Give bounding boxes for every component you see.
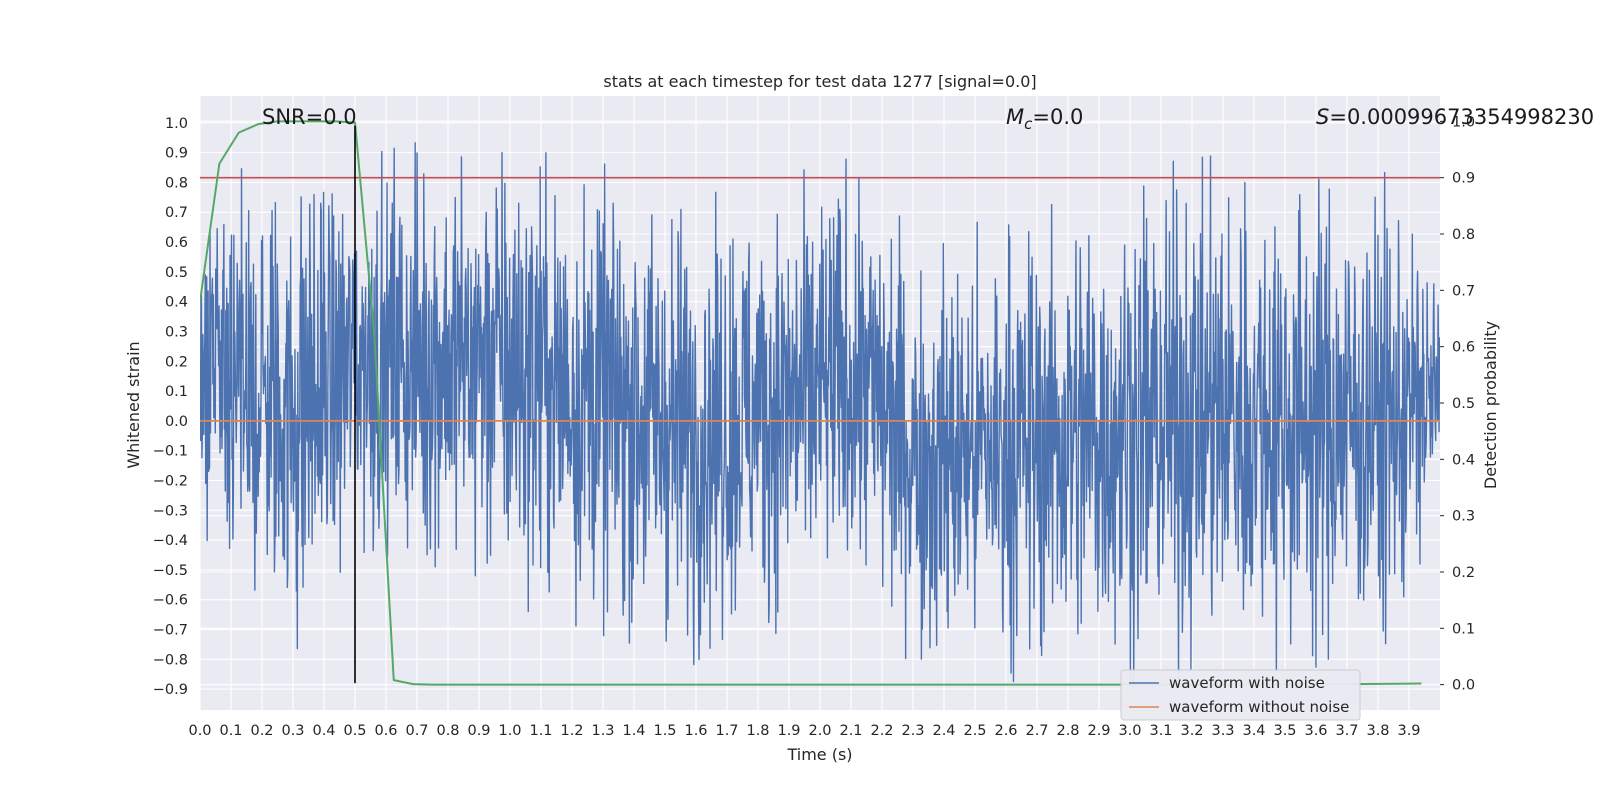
x-tick-2-7: 2.7: [1025, 723, 1048, 739]
y-tick-0-2: −0.2: [153, 473, 188, 489]
y-tick-1-0: 1.0: [165, 116, 188, 132]
x-tick-1-9: 1.9: [777, 723, 800, 739]
y-tick-0-3: 0.3: [165, 324, 188, 340]
x-tick-2-0: 2.0: [808, 723, 831, 739]
series-detection-probability: [200, 120, 1422, 686]
x-tick-3-2: 3.2: [1180, 723, 1203, 739]
chart-title: stats at each timestep for test data 127…: [603, 72, 1036, 91]
x-tick-2-2: 2.2: [870, 723, 893, 739]
x-tick-3-5: 3.5: [1273, 723, 1296, 739]
y-tick-0-8: −0.8: [153, 652, 188, 668]
x-tick-0-8: 0.8: [436, 723, 459, 739]
x-tick-2-3: 2.3: [901, 723, 924, 739]
x-tick-2-4: 2.4: [932, 723, 955, 739]
y-tick-0-4: −0.4: [153, 533, 188, 549]
y2-tick-0-9: 0.9: [1452, 171, 1475, 187]
y2-axis-label: Detection probability: [1481, 321, 1500, 489]
x-tick-0-1: 0.1: [219, 723, 242, 739]
y-tick-0-1: 0.1: [165, 384, 188, 400]
x-tick-1-6: 1.6: [684, 723, 707, 739]
y2-tick-0-7: 0.7: [1452, 283, 1475, 299]
annotation-chirp-mass: Mc=0.0: [1006, 105, 1083, 133]
x-tick-0-0: 0.0: [188, 723, 211, 739]
x-tick-1-3: 1.3: [591, 723, 614, 739]
x-tick-3-9: 3.9: [1397, 723, 1420, 739]
x-tick-0-7: 0.7: [405, 723, 428, 739]
x-tick-0-5: 0.5: [343, 723, 366, 739]
grid: [199, 96, 1440, 710]
waveform-with-noise-layer: [200, 142, 1440, 684]
y2-tick-0-5: 0.5: [1452, 396, 1475, 412]
legend-label-waveform-without-noise: waveform without noise: [1169, 698, 1349, 716]
y-tick-0-8: 0.8: [165, 175, 188, 191]
x-tick-2-9: 2.9: [1087, 723, 1110, 739]
x-tick-2-6: 2.6: [994, 723, 1017, 739]
y-tick-0-6: 0.6: [165, 235, 188, 251]
x-tick-0-6: 0.6: [374, 723, 397, 739]
legend-label-waveform-with-noise: waveform with noise: [1169, 674, 1325, 692]
legend: waveform with noise waveform without noi…: [1120, 669, 1361, 721]
x-tick-3-1: 3.1: [1149, 723, 1172, 739]
x-tick-3-8: 3.8: [1366, 723, 1389, 739]
x-tick-2-5: 2.5: [963, 723, 986, 739]
y-tick-0-6: −0.6: [153, 593, 188, 609]
x-tick-1-1: 1.1: [529, 723, 552, 739]
legend-box: [1120, 669, 1361, 721]
x-tick-1-4: 1.4: [622, 723, 645, 739]
x-tick-0-3: 0.3: [281, 723, 304, 739]
y-tick-0-9: 0.9: [165, 146, 188, 162]
y2-tick-1-0: 1.0: [1452, 114, 1475, 130]
y-tick-0-2: 0.2: [165, 354, 188, 370]
x-tick-2-8: 2.8: [1056, 723, 1079, 739]
y-tick-labels: −0.9 −0.8 −0.7 −0.6 −0.5 −0.4 −0.3 −0.2 −0.1 0.0 0…: [153, 116, 188, 698]
x-tick-1-8: 1.8: [746, 723, 769, 739]
y2-tick-0-6: 0.6: [1452, 340, 1475, 356]
x-tick-1-2: 1.2: [560, 723, 583, 739]
annotation-score: S=0.00099673354998230: [1316, 105, 1594, 129]
y2-tick-0-1: 0.1: [1452, 621, 1475, 637]
x-tick-3-7: 3.7: [1335, 723, 1358, 739]
x-tick-3-0: 3.0: [1118, 723, 1141, 739]
y-tick-0-3: −0.3: [153, 503, 188, 519]
y2-tick-0-2: 0.2: [1452, 565, 1475, 581]
x-tick-2-1: 2.1: [839, 723, 862, 739]
x-axis-label: Time (s): [786, 745, 852, 764]
x-tick-3-3: 3.3: [1211, 723, 1234, 739]
y-axis-label: Whitened strain: [124, 341, 143, 468]
annotation-snr: SNR=0.0: [262, 105, 357, 129]
series-waveform-with-noise: [200, 142, 1440, 684]
y-tick-0-9: −0.9: [153, 682, 188, 698]
y-tick-0-1: −0.1: [153, 444, 188, 460]
y-tick-0-7: 0.7: [165, 205, 188, 221]
series-layer: [200, 120, 1440, 686]
y2-tick-0-0: 0.0: [1452, 678, 1475, 694]
y-tick-0-7: −0.7: [153, 623, 188, 639]
x-tick-0-4: 0.4: [312, 723, 335, 739]
x-tick-0-9: 0.9: [467, 723, 490, 739]
x-tick-0-2: 0.2: [250, 723, 273, 739]
y-tick-0-0: 0.0: [165, 414, 188, 430]
x-tick-3-6: 3.6: [1304, 723, 1327, 739]
x-tick-1-7: 1.7: [715, 723, 738, 739]
annotations: SNR=0.0 Mc=0.0 S=0.00099673354998230: [262, 105, 1594, 133]
y-tick-0-4: 0.4: [165, 295, 188, 311]
y-tick-0-5: −0.5: [153, 563, 188, 579]
y2-tick-0-8: 0.8: [1452, 227, 1475, 243]
y-tick-0-5: 0.5: [165, 265, 188, 281]
y2-tick-0-3: 0.3: [1452, 509, 1475, 525]
y2-tick-0-4: 0.4: [1452, 452, 1475, 468]
x-tick-3-4: 3.4: [1242, 723, 1265, 739]
y2-tick-labels: 0.0 0.1 0.2 0.3 0.4 0.5 0.6 0.7 0.8 0.9 1.0: [1440, 114, 1475, 694]
x-tick-labels: 0.0 0.1 0.2 0.3 0.4 0.5 0.6 0.7 0.8 0.9 1.0 1.1 1.2 1…: [188, 723, 1420, 739]
x-tick-1-5: 1.5: [653, 723, 676, 739]
x-tick-1-0: 1.0: [498, 723, 521, 739]
